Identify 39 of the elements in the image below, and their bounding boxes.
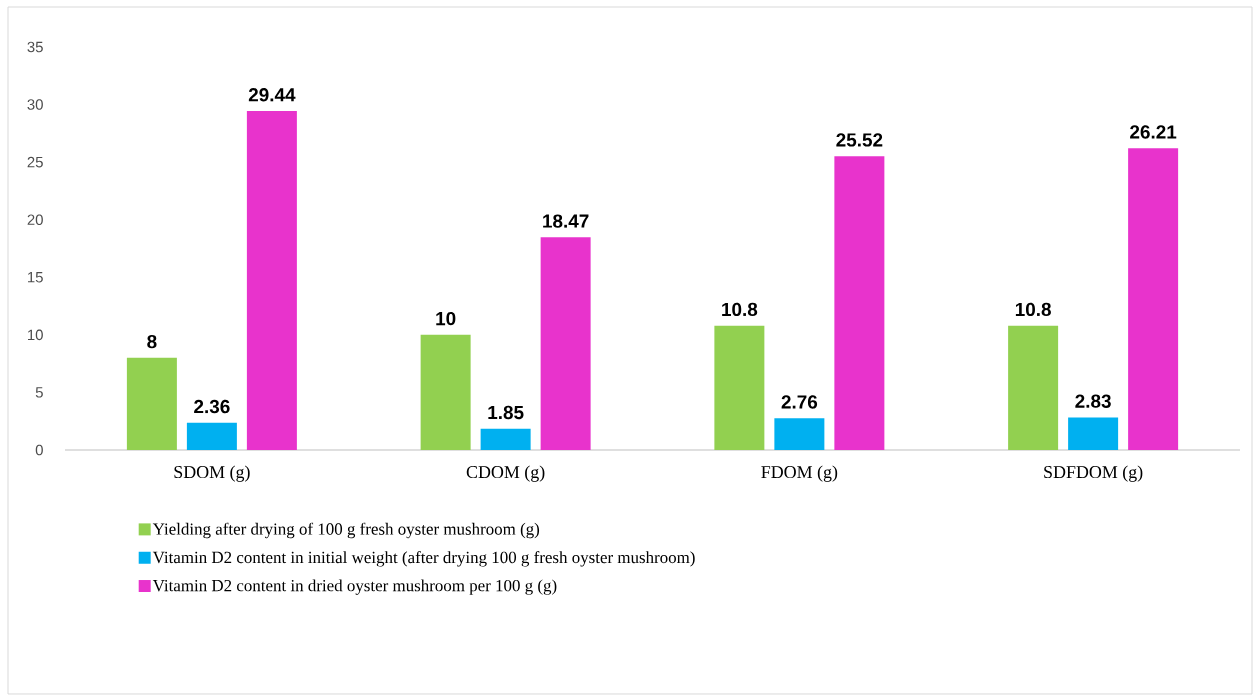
data-label: 10.8 (722, 302, 758, 317)
y-tick-label: 10 (28, 329, 43, 341)
legend-label: Vitamin D2 content in initial weight (after drying 100 g fresh oyster mushroom) (152, 551, 695, 567)
bar (834, 156, 885, 450)
data-label: 26.21 (1130, 125, 1177, 139)
x-tick-label: FDOM (g) (761, 465, 838, 482)
data-label: 1.85 (488, 405, 524, 420)
y-tick-label: 35 (27, 41, 43, 53)
data-label: 29.44 (248, 88, 296, 102)
y-tick-label: 15 (28, 272, 43, 283)
data-label: 8 (147, 334, 157, 349)
y-tick-label: 25 (27, 156, 43, 168)
bar (1008, 325, 1059, 450)
y-tick-label: 0 (35, 444, 43, 456)
data-label: 2.83 (1075, 394, 1111, 408)
bar (774, 418, 825, 450)
y-tick-label: 30 (27, 99, 43, 110)
data-label: 10 (436, 311, 456, 326)
x-tick-label: SDFDOM (g) (1044, 465, 1143, 482)
data-label: 2.36 (194, 399, 230, 414)
bar (540, 237, 591, 450)
bar (126, 357, 177, 450)
legend-label: Yielding after drying of 100 g fresh oyster mushroom (g) (152, 522, 540, 539)
bar (714, 325, 765, 450)
y-tick-label: 20 (27, 214, 43, 225)
y-tick-label: 5 (35, 387, 43, 398)
bar (1128, 148, 1179, 450)
legend-label: Vitamin D2 content in dried oyster mushroom per 100 g (g) (152, 579, 557, 595)
x-tick-label: CDOM (g) (466, 465, 545, 482)
data-label: 10.8 (1015, 302, 1051, 317)
bar (246, 111, 297, 450)
bar (1068, 417, 1119, 450)
data-label: 2.76 (781, 395, 818, 409)
bar (480, 428, 531, 450)
data-label: 25.52 (836, 133, 883, 147)
data-label: 18.47 (543, 214, 589, 228)
bar (420, 334, 471, 450)
bar (186, 422, 237, 450)
x-tick-label: SDOM (g) (174, 465, 250, 482)
